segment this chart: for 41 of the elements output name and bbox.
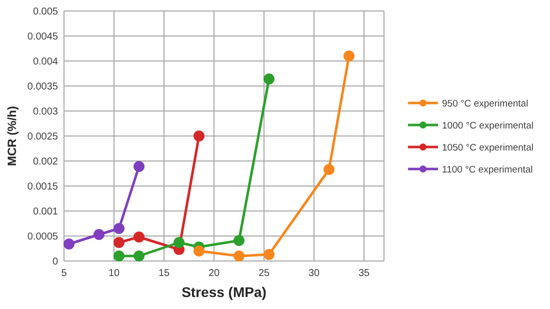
y-tick-label: 0.002 <box>32 156 58 168</box>
y-tick-label: 0.001 <box>32 206 58 218</box>
point <box>134 250 144 262</box>
point <box>134 161 144 172</box>
point <box>264 249 274 260</box>
point <box>64 238 74 250</box>
y-tick-label: 0 <box>52 256 58 268</box>
point <box>344 50 354 62</box>
x-tick-label: 20 <box>208 268 220 279</box>
x-tick-label: 25 <box>258 268 270 279</box>
y-axis-title: MCR (%/h) <box>5 106 19 166</box>
legend-label: 1000 °C experimental <box>442 120 534 132</box>
point <box>324 164 334 175</box>
x-tick-label: 30 <box>308 268 320 279</box>
point <box>114 223 124 234</box>
x-axis-title: Stress (MPa) <box>182 284 266 300</box>
point <box>234 250 244 262</box>
point <box>234 235 244 246</box>
point <box>94 229 104 240</box>
x-tick-label: 10 <box>108 268 120 279</box>
y-tick-label: 0.0025 <box>27 132 58 142</box>
legend-label: 1050 °C experimental <box>442 142 534 154</box>
y-tick-label: 0.0015 <box>27 182 58 192</box>
legend-label: 1100 °C experimental <box>442 164 533 176</box>
y-tick-label: 0.0035 <box>27 82 58 92</box>
point <box>114 250 124 262</box>
x-tick-label: 5 <box>61 268 68 279</box>
point <box>194 246 204 256</box>
x-tick-label: 15 <box>158 268 170 279</box>
point <box>114 237 124 248</box>
point <box>264 74 274 84</box>
point <box>134 232 144 242</box>
y-tick-label: 0.005 <box>32 6 58 18</box>
y-tick-label: 0.0005 <box>27 232 58 242</box>
y-tick-label: 0.003 <box>32 106 58 118</box>
y-tick-label: 0.0045 <box>27 32 58 42</box>
legend-label: 950 °C experimental <box>442 98 528 110</box>
point <box>194 130 204 142</box>
x-tick-label: 35 <box>358 268 370 279</box>
y-tick-label: 0.004 <box>32 56 58 68</box>
point <box>174 237 184 248</box>
